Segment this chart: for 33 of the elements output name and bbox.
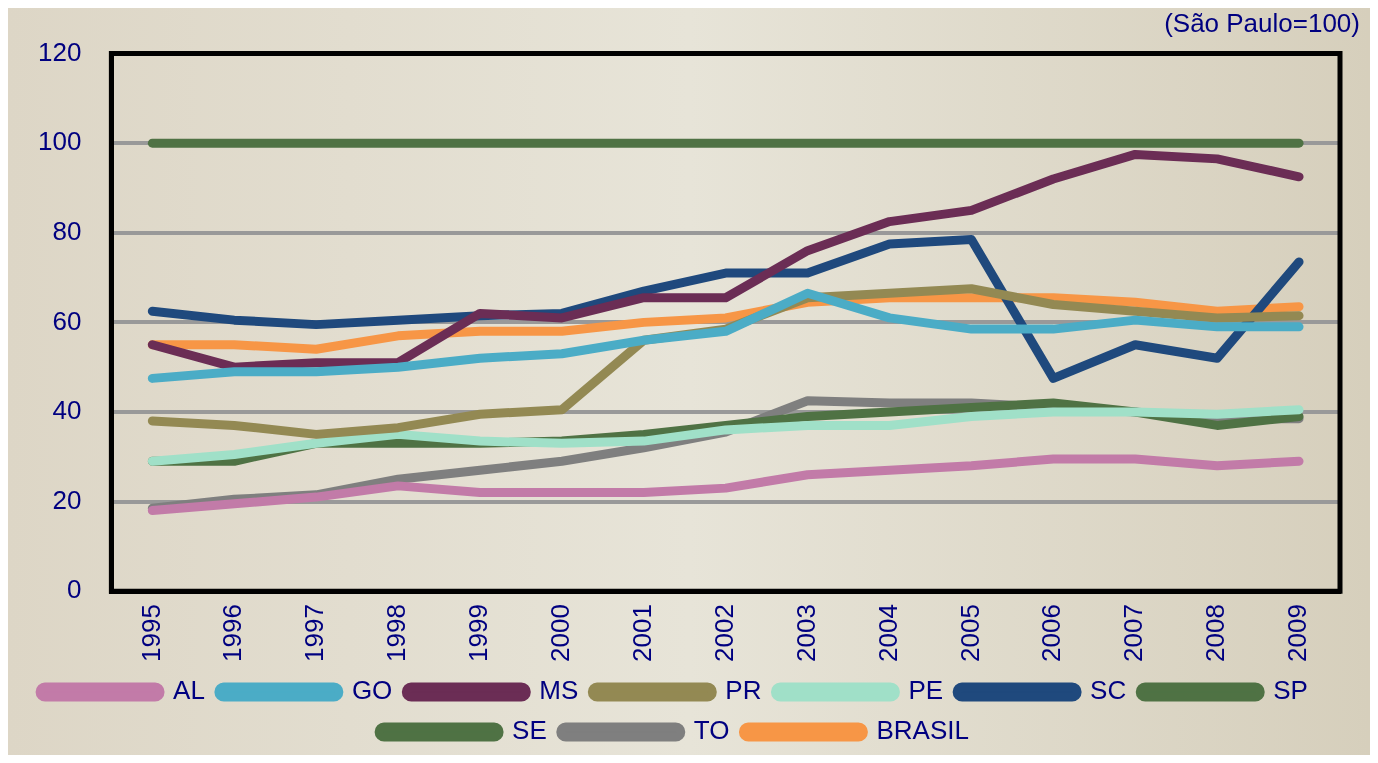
x-tick-label: 2007 bbox=[1118, 604, 1149, 662]
x-tick-label: 2000 bbox=[545, 604, 576, 662]
legend-label: MS bbox=[539, 675, 579, 706]
y-tick-label: 20 bbox=[52, 484, 82, 515]
legend-label: GO bbox=[351, 675, 393, 706]
y-tick-label: 80 bbox=[52, 215, 82, 246]
x-tick-label: 1997 bbox=[299, 604, 330, 662]
x-tick-label: 2001 bbox=[626, 604, 657, 662]
legend-label: BRASIL bbox=[876, 715, 969, 746]
y-tick-label: 100 bbox=[37, 126, 82, 157]
x-tick-label: 1995 bbox=[135, 604, 166, 662]
x-tick-label: 2008 bbox=[1200, 604, 1231, 662]
y-tick-label: 120 bbox=[37, 36, 82, 67]
y-tick-label: 0 bbox=[66, 574, 82, 605]
y-tick-label: 60 bbox=[52, 305, 82, 336]
legend-label: PE bbox=[908, 675, 944, 706]
x-tick-label: 2006 bbox=[1036, 604, 1067, 662]
legend-label: AL bbox=[173, 675, 205, 706]
x-tick-label: 2003 bbox=[790, 604, 821, 662]
legend-label: SE bbox=[512, 715, 547, 746]
legend-label: SC bbox=[1090, 675, 1127, 706]
x-tick-label: 1996 bbox=[217, 604, 248, 662]
legend-label: SP bbox=[1273, 675, 1308, 706]
x-tick-label: 2002 bbox=[708, 604, 739, 662]
x-tick-label: 2004 bbox=[872, 604, 903, 662]
x-tick-label: 2005 bbox=[954, 604, 985, 662]
y-tick-label: 40 bbox=[52, 395, 82, 426]
x-tick-label: 1999 bbox=[463, 604, 494, 662]
legend-label: TO bbox=[693, 715, 730, 746]
legend-label: PR bbox=[725, 675, 762, 706]
x-tick-label: 1998 bbox=[381, 604, 412, 662]
chart-subtitle: (São Paulo=100) bbox=[1164, 8, 1360, 39]
x-tick-label: 2009 bbox=[1282, 604, 1313, 662]
